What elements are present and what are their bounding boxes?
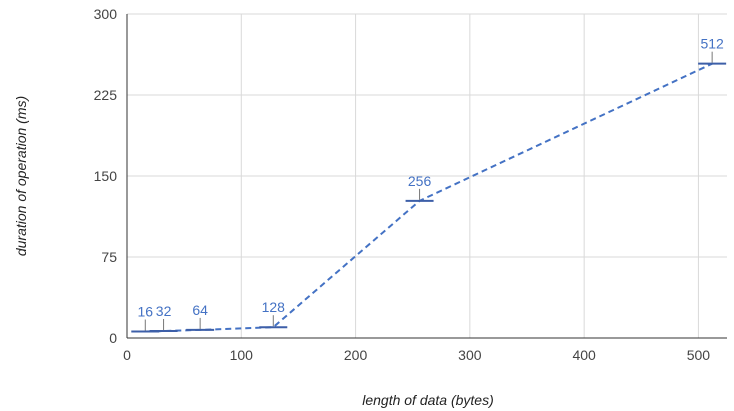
data-label: 128 [262, 299, 286, 315]
x-tick-label: 300 [458, 347, 482, 363]
x-tick-label: 400 [572, 347, 596, 363]
data-label: 16 [137, 304, 153, 320]
series-line [145, 62, 713, 333]
tick-labels: 0 100 200 300 400 500 0 75 150 225 300 [94, 6, 711, 363]
y-axis-title: duration of operation (ms) [13, 96, 29, 256]
x-tick-label: 100 [230, 347, 254, 363]
data-label: 256 [408, 173, 432, 189]
axes [126, 14, 727, 339]
y-tick-label: 0 [109, 330, 117, 346]
y-tick-label: 300 [94, 6, 118, 22]
data-label: 32 [156, 303, 172, 319]
series-group [131, 62, 727, 333]
y-tick-label: 75 [101, 249, 117, 265]
y-tick-label: 150 [94, 168, 118, 184]
gridlines [127, 13, 727, 338]
x-tick-label: 0 [123, 347, 131, 363]
data-label: 512 [700, 36, 724, 52]
x-tick-label: 500 [687, 347, 711, 363]
data-labels: 16 32 64 128 256 512 [137, 36, 724, 331]
y-tick-label: 225 [94, 87, 118, 103]
x-tick-label: 200 [344, 347, 368, 363]
x-axis-title: length of data (bytes) [362, 392, 494, 408]
data-label: 64 [192, 302, 208, 318]
